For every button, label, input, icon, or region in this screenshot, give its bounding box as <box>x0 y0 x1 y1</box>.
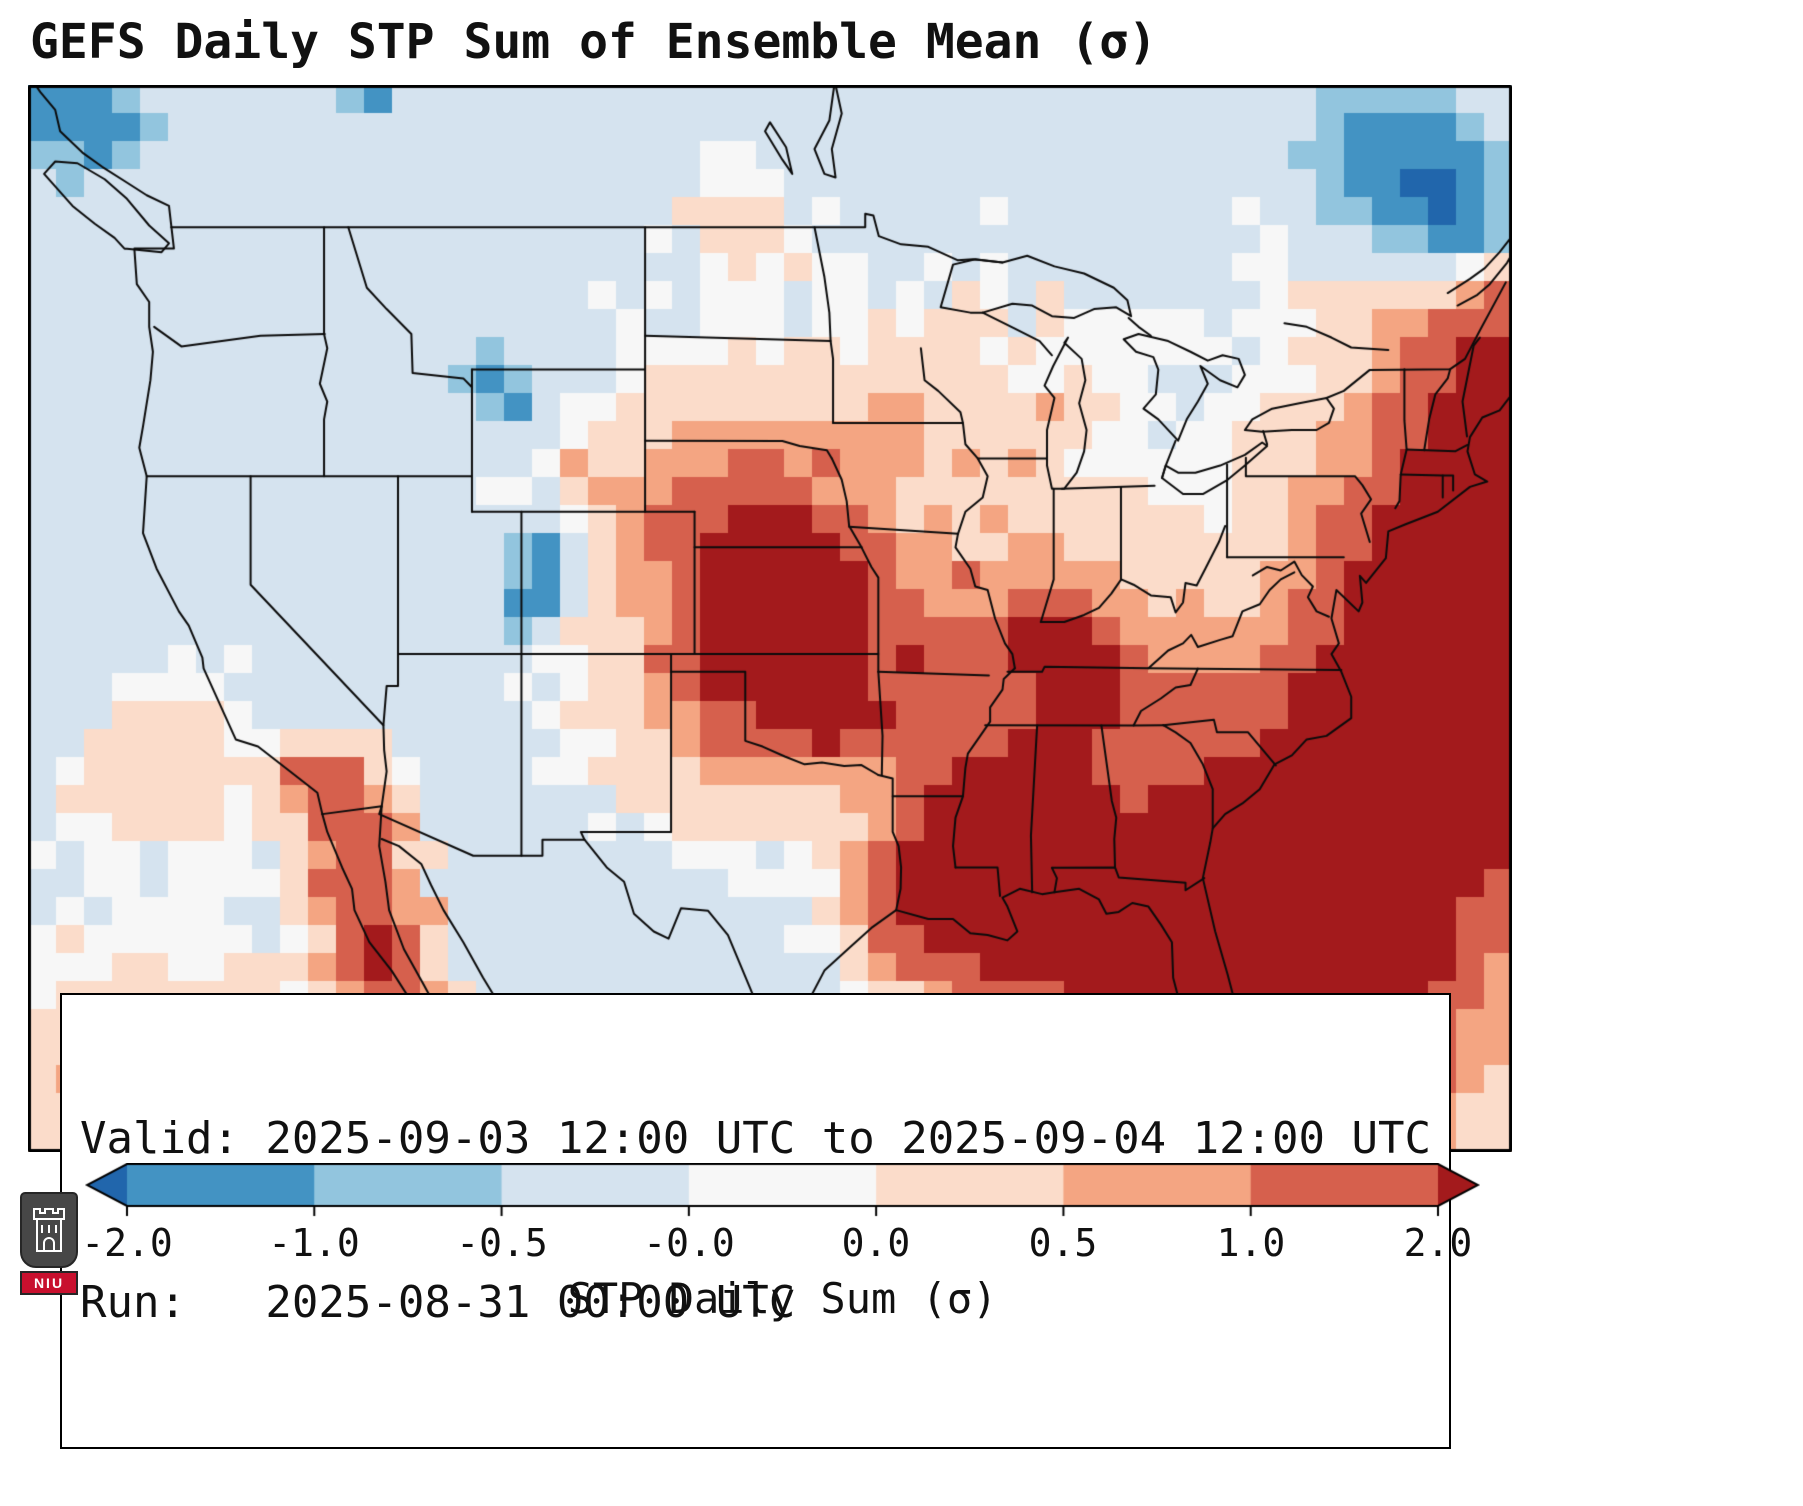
page-title: GEFS Daily STP Sum of Ensemble Mean (σ) <box>30 14 1158 70</box>
colorbar-label: STP Daily Sum (σ) <box>567 1274 998 1323</box>
niu-logo: NIU <box>20 1192 78 1295</box>
castle-glyph <box>33 1208 65 1252</box>
colorbar-canvas <box>85 1163 1480 1219</box>
colorbar-tick: -2.0 <box>81 1221 173 1265</box>
castle-icon <box>20 1192 78 1268</box>
colorbar-tick: -0.0 <box>643 1221 735 1265</box>
colorbar-tick: -0.5 <box>456 1221 548 1265</box>
info-box: Valid: 2025-09-03 12:00 UTC to 2025-09-0… <box>60 993 1452 1450</box>
logo-banner-text: NIU <box>20 1271 78 1295</box>
map-canvas <box>28 85 1512 1152</box>
colorbar-tick: 0.5 <box>1028 1221 1098 1265</box>
colorbar-tick: 0.0 <box>841 1221 911 1265</box>
colorbar-ticks: -2.0 -1.0 -0.5 -0.0 0.0 0.5 1.0 2.0 <box>81 1221 1480 1267</box>
info-valid-line: Valid: 2025-09-03 12:00 UTC to 2025-09-0… <box>80 1113 1432 1165</box>
colorbar-tick: 1.0 <box>1216 1221 1286 1265</box>
colorbar-tick: -1.0 <box>268 1221 360 1265</box>
info-run-line: Run: 2025-08-31 00:00 UTC <box>80 1276 796 1328</box>
colorbar-tick: 2.0 <box>1403 1221 1473 1265</box>
